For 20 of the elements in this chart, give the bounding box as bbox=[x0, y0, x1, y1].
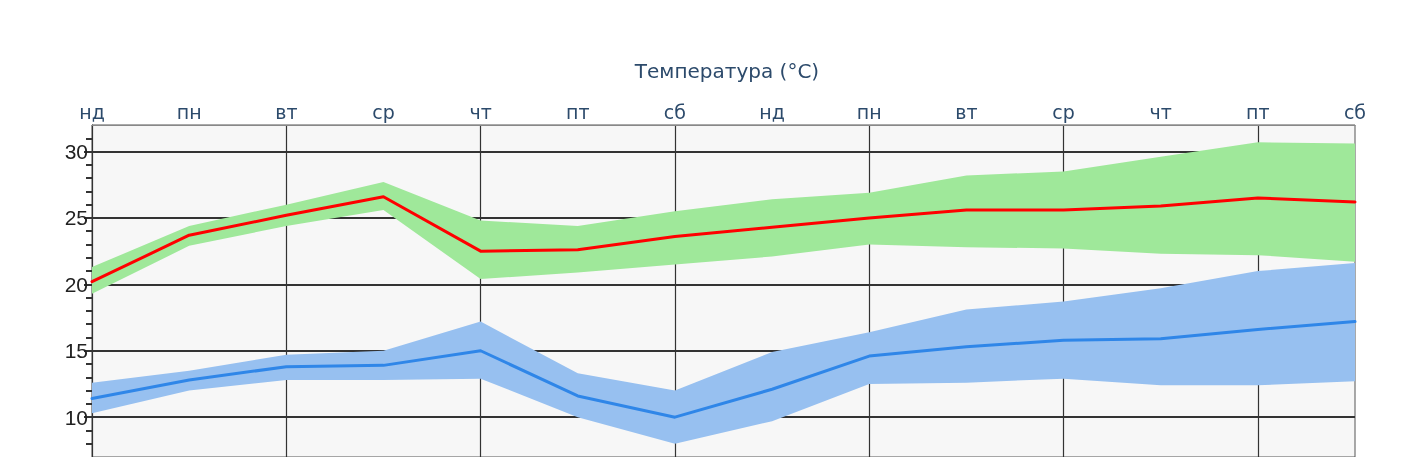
x-tick-label: чт bbox=[469, 100, 492, 123]
x-tick-label: нд bbox=[79, 100, 105, 123]
x-tick-label: сб bbox=[1343, 100, 1367, 123]
x-tick-label: ср bbox=[1052, 100, 1075, 123]
y-tick-label: 20 bbox=[64, 272, 88, 296]
x-tick-label: вт bbox=[955, 100, 978, 123]
x-tick-label: пн bbox=[176, 100, 202, 123]
chart-title: Температура (°C) bbox=[633, 59, 820, 83]
x-tick-label: сб bbox=[663, 100, 687, 123]
x-tick-label: чт bbox=[1149, 100, 1172, 123]
x-tick-label: ср bbox=[372, 100, 395, 123]
y-tick-label: 25 bbox=[64, 206, 88, 230]
y-tick-label: 15 bbox=[64, 339, 88, 363]
x-tick-label: пт bbox=[566, 100, 590, 123]
y-tick-label: 30 bbox=[64, 140, 88, 164]
x-tick-label: нд bbox=[759, 100, 785, 123]
x-tick-label: пт bbox=[1246, 100, 1270, 123]
x-tick-label: пн bbox=[856, 100, 882, 123]
y-tick-label: 10 bbox=[64, 405, 88, 429]
x-tick-label: вт bbox=[275, 100, 298, 123]
